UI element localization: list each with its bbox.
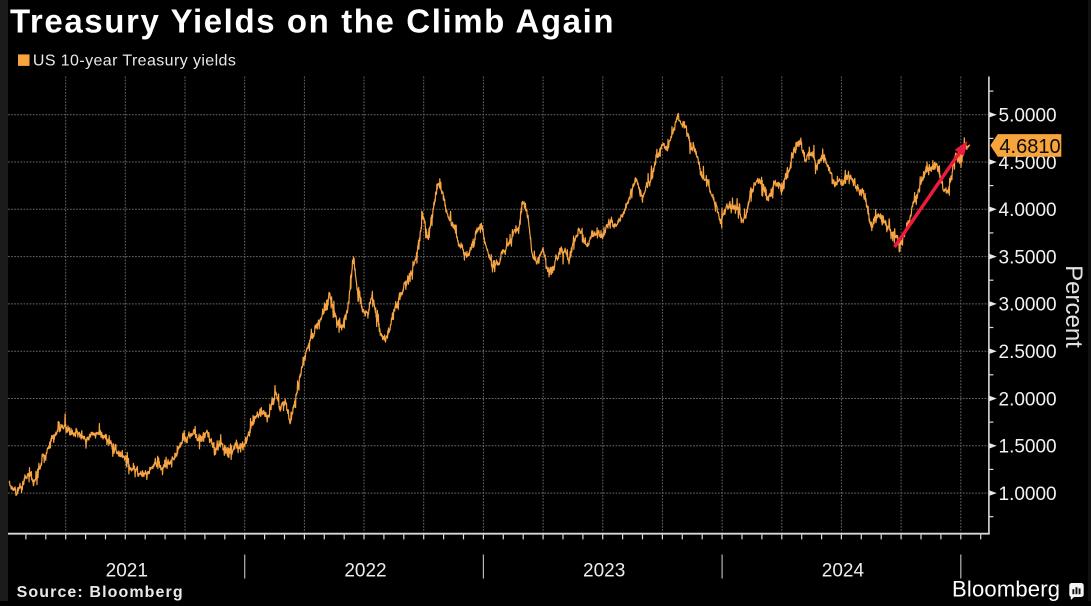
svg-text:2022: 2022 <box>344 560 386 581</box>
svg-text:US 10-year Treasury yields: US 10-year Treasury yields <box>33 53 236 70</box>
svg-text:3.0000: 3.0000 <box>999 295 1057 316</box>
svg-text:2.0000: 2.0000 <box>999 389 1057 410</box>
svg-text:2021: 2021 <box>106 560 148 581</box>
svg-text:1.0000: 1.0000 <box>999 484 1057 505</box>
svg-text:Percent: Percent <box>1060 265 1087 348</box>
svg-text:4.0000: 4.0000 <box>999 200 1057 221</box>
svg-text:2023: 2023 <box>583 560 625 581</box>
svg-text:Source: Bloomberg: Source: Bloomberg <box>17 584 184 601</box>
svg-text:4.6810: 4.6810 <box>999 136 1060 158</box>
svg-text:2024: 2024 <box>822 560 865 581</box>
svg-text:5.0000: 5.0000 <box>999 106 1057 127</box>
svg-text:2.5000: 2.5000 <box>999 342 1057 363</box>
svg-text:3.5000: 3.5000 <box>999 247 1057 268</box>
svg-text:Treasury Yields on the Climb A: Treasury Yields on the Climb Again <box>10 2 615 39</box>
svg-text:1.5000: 1.5000 <box>999 437 1057 458</box>
svg-text:4.5000: 4.5000 <box>999 153 1057 174</box>
svg-text:Bloomberg: Bloomberg <box>952 577 1060 602</box>
